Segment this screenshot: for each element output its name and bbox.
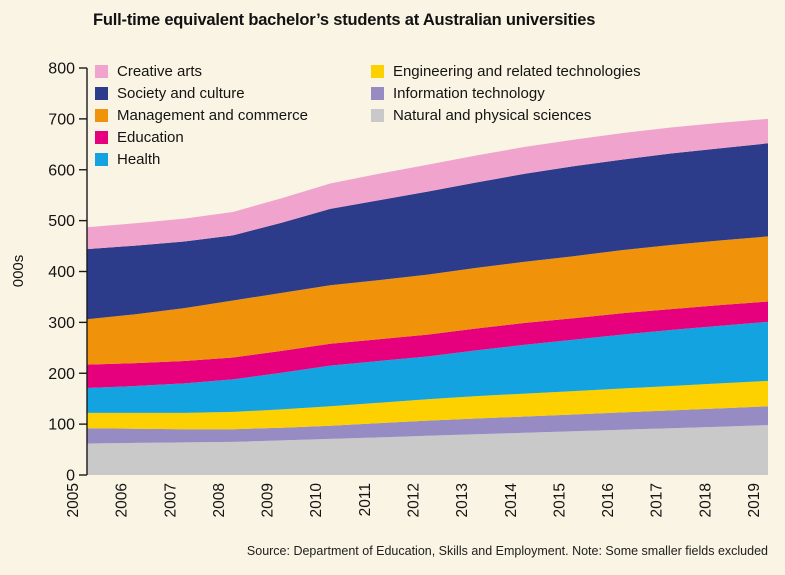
x-tick-label-2019: 2019 [746, 483, 763, 517]
legend-swatch-management-and-commerce [95, 108, 108, 122]
x-tick-label-2007: 2007 [162, 483, 179, 517]
y-tick-label-300: 300 [48, 315, 75, 332]
y-tick-label-400: 400 [48, 264, 75, 281]
area-band-engineering-and-related-technologies [87, 380, 768, 430]
legend-swatch-education [95, 130, 108, 144]
area-band-creative-arts [87, 118, 768, 250]
legend-label-health: Health [117, 150, 161, 168]
y-tick-label-800: 800 [48, 61, 75, 78]
legend-label-creative-arts: Creative arts [117, 62, 203, 80]
x-tick-label-2016: 2016 [600, 483, 617, 517]
x-tick-label-2013: 2013 [454, 483, 471, 517]
area-band-society-and-culture [87, 143, 768, 320]
legend-column-1: Creative arts Society and culture Manageme… [95, 60, 308, 170]
area-band-management-and-commerce [87, 236, 768, 365]
y-axis-label: 000s [10, 255, 27, 288]
legend-item-creative-arts: Creative arts [95, 60, 308, 82]
x-tick-label-2011: 2011 [357, 483, 374, 516]
area-band-health [87, 321, 768, 413]
x-tick-label-2014: 2014 [503, 483, 520, 518]
source-note: Source: Department of Education, Skills … [246, 544, 768, 558]
area-band-natural-and-physical-sciences [87, 425, 768, 475]
area-band-education [87, 301, 768, 388]
x-tick-label-2006: 2006 [114, 483, 131, 517]
legend-item-information-technology: Information technology [370, 82, 641, 104]
legend-item-education: Education [95, 126, 308, 148]
legend-swatch-engineering-and-related-technologies [370, 64, 384, 78]
y-tick-label-500: 500 [48, 213, 75, 230]
legend-label-engineering-and-related-technologies: Engineering and related technologies [392, 62, 641, 80]
legend-item-health: Health [95, 148, 308, 170]
x-tick-label-2008: 2008 [211, 483, 228, 517]
x-tick-label-2005: 2005 [65, 483, 82, 517]
area-band-information-technology [87, 406, 768, 444]
legend-item-engineering-and-related-technologies: Engineering and related technologies [370, 60, 641, 82]
legend-label-society-and-culture: Society and culture [117, 84, 245, 102]
legend-swatch-health [95, 152, 108, 166]
y-tick-label-200: 200 [48, 366, 75, 383]
y-tick-label-600: 600 [48, 162, 75, 179]
legend-item-natural-and-physical-sciences: Natural and physical sciences [370, 104, 641, 126]
legend-swatch-society-and-culture [95, 86, 108, 100]
legend-column-2: Engineering and related technologies Info… [370, 60, 641, 126]
legend-label-management-and-commerce: Management and commerce [117, 106, 308, 124]
legend-label-information-technology: Information technology [392, 84, 545, 102]
legend: Creative arts Society and culture Manageme… [95, 60, 641, 170]
y-tick-label-100: 100 [48, 417, 75, 434]
x-tick-label-2009: 2009 [260, 483, 277, 517]
legend-item-management-and-commerce: Management and commerce [95, 104, 308, 126]
y-tick-label-700: 700 [48, 111, 75, 128]
x-tick-label-2015: 2015 [551, 483, 568, 517]
x-tick-label-2010: 2010 [308, 483, 325, 518]
legend-swatch-information-technology [370, 86, 384, 100]
legend-item-society-and-culture: Society and culture [95, 82, 308, 104]
legend-swatch-creative-arts [95, 64, 108, 78]
x-tick-label-2012: 2012 [406, 483, 423, 517]
legend-swatch-natural-and-physical-sciences [370, 108, 384, 122]
x-tick-label-2018: 2018 [697, 483, 714, 517]
legend-label-natural-and-physical-sciences: Natural and physical sciences [392, 106, 592, 124]
x-tick-label-2017: 2017 [649, 483, 666, 517]
y-tick-label-0: 0 [66, 468, 75, 485]
chart-title: Full-time equivalent bachelor’s students… [93, 11, 596, 29]
legend-label-education: Education [117, 128, 184, 146]
